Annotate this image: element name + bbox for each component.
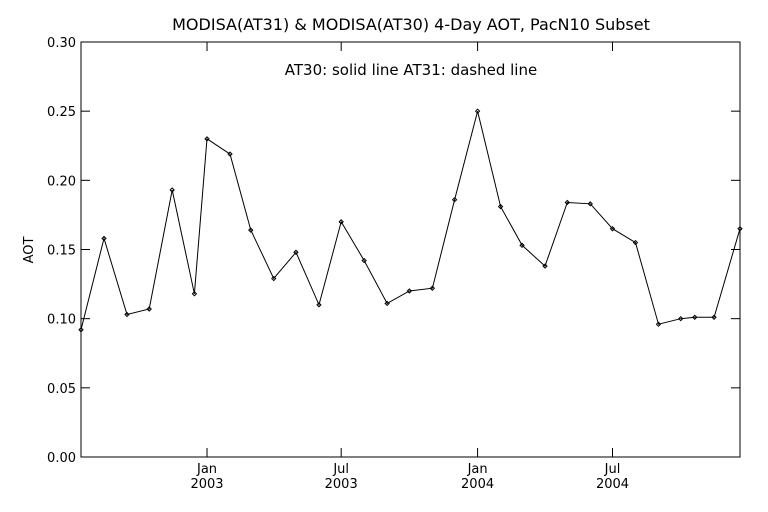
data-point: [248, 227, 254, 233]
series-line-at30: [80, 111, 741, 330]
chart-title: MODISA(AT31) & MODISA(AT30) 4-Day AOT, P…: [172, 15, 650, 34]
data-point: [609, 226, 616, 232]
data-point: [169, 187, 175, 193]
y-tick-label: 0.30: [47, 36, 76, 51]
data-point: [384, 300, 390, 307]
x-tick-label-month: Jul: [604, 462, 621, 477]
data-point: [227, 151, 233, 157]
data-point: [406, 288, 413, 294]
data-point: [338, 219, 344, 225]
data-point: [737, 226, 743, 232]
data-point: [692, 314, 698, 320]
data-point: [677, 315, 684, 322]
data-point: [632, 239, 639, 246]
y-axis-label: AOT: [22, 237, 37, 264]
data-point: [191, 291, 198, 297]
data-point: [497, 203, 504, 210]
data-point: [519, 242, 525, 249]
line-style-note: AT30: solid line AT31: dashed line: [285, 61, 537, 79]
data-point: [655, 321, 662, 327]
data-point: [101, 235, 107, 242]
series-layer: [78, 108, 743, 333]
data-point: [542, 263, 548, 269]
plot-frame: [80, 41, 741, 458]
y-tick-label: 0.10: [47, 313, 76, 328]
axes: 0.000.050.100.150.200.250.30Jan2003Jul20…: [47, 36, 740, 492]
data-point: [474, 108, 481, 114]
data-point: [204, 136, 210, 142]
data-point: [124, 311, 130, 318]
y-tick-label: 0.00: [47, 451, 76, 466]
x-tick-label-year: 2004: [461, 477, 494, 492]
x-tick-label-month: Jul: [332, 462, 349, 477]
y-tick-label: 0.05: [47, 382, 76, 397]
data-point: [271, 275, 277, 282]
data-point: [564, 199, 570, 206]
x-tick-label-year: 2003: [190, 477, 223, 492]
data-point: [293, 249, 299, 255]
data-point: [316, 302, 322, 308]
y-tick-label: 0.20: [47, 174, 76, 189]
data-point: [711, 314, 717, 320]
data-point: [587, 201, 593, 207]
x-tick-label-month: Jan: [467, 462, 488, 477]
x-tick-label-year: 2003: [325, 477, 358, 492]
data-point: [361, 257, 367, 264]
y-tick-label: 0.25: [47, 105, 76, 120]
data-point: [146, 306, 152, 312]
x-tick-label-month: Jan: [196, 462, 217, 477]
y-tick-label: 0.15: [47, 244, 76, 259]
data-point: [78, 327, 84, 333]
x-tick-label-year: 2004: [596, 477, 629, 492]
data-point: [429, 285, 436, 291]
data-point: [451, 196, 458, 203]
